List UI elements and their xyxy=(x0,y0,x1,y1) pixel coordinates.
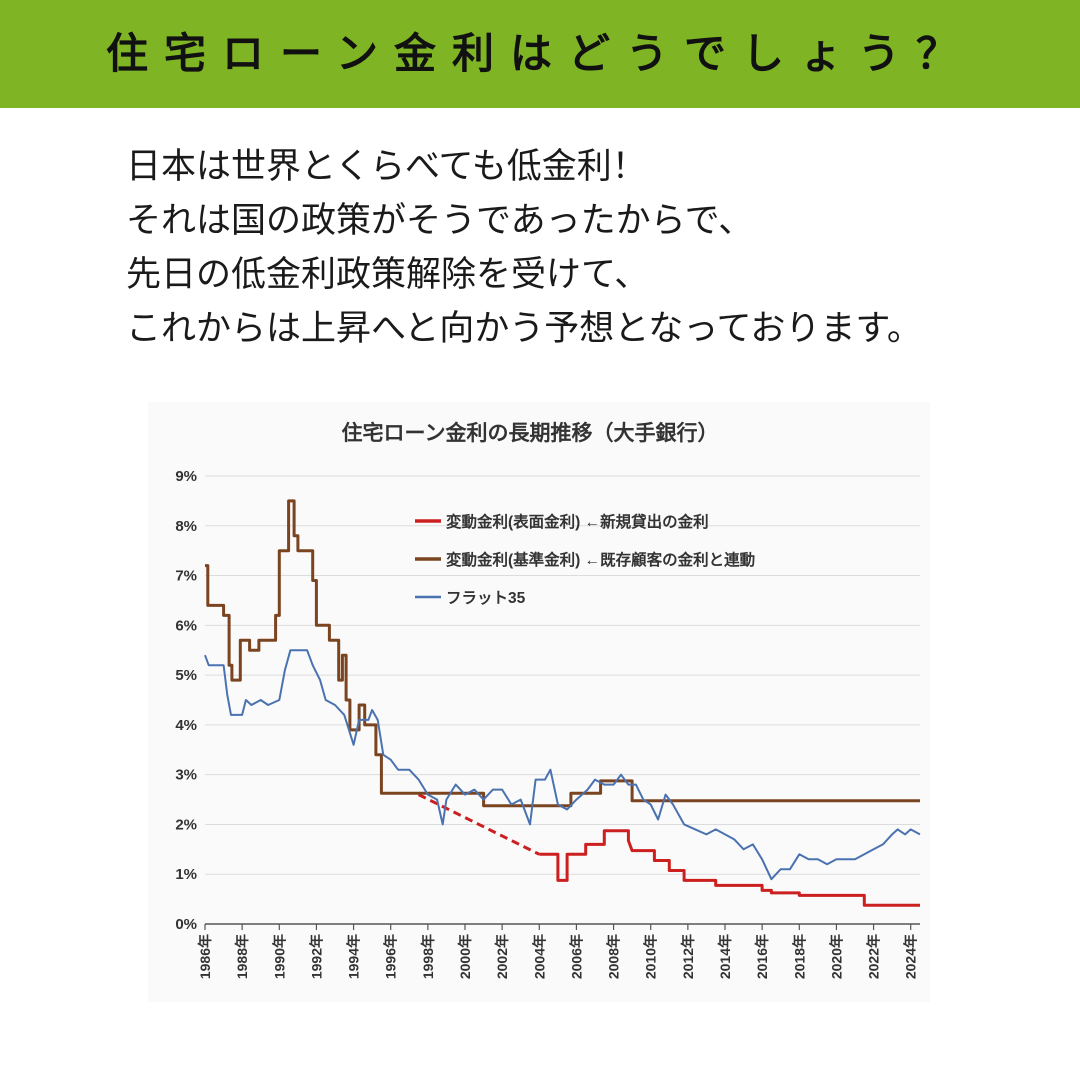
plot-area xyxy=(204,499,921,907)
intro-line: それは国の政策がそうであったからで、 xyxy=(126,201,754,241)
y-tick-label: 2% xyxy=(175,816,197,833)
y-tick-label: 3% xyxy=(175,767,197,784)
x-tick-label: 1990年 xyxy=(271,934,287,979)
y-axis: 0% 1% 2% 3% 4% 5% 6% 7% 8% 9% xyxy=(175,468,197,933)
x-tick-label: 2022年 xyxy=(866,934,882,979)
series-line xyxy=(204,649,921,881)
legend-label: 変動金利(表面金利) ←新規貸出の金利 xyxy=(446,512,709,531)
x-tick-label: 1988年 xyxy=(234,934,250,979)
banner-title: 住宅ローン金利はどうでしょう？ xyxy=(106,29,974,78)
x-tick-label: 2010年 xyxy=(643,934,659,979)
x-tick-label: 2020年 xyxy=(828,934,844,979)
y-tick-label: 5% xyxy=(175,667,197,684)
y-tick-label: 8% xyxy=(175,518,197,535)
y-tick-label: 0% xyxy=(175,916,197,933)
header-banner: 住宅ローン金利はどうでしょう？ xyxy=(0,0,1080,108)
x-tick-label: 1992年 xyxy=(308,934,324,979)
y-tick-label: 6% xyxy=(175,617,197,634)
intro-line: これからは上昇へと向かう予想となっております。 xyxy=(126,309,922,349)
chart-title: 住宅ローン金利の長期推移（大手銀行） xyxy=(342,421,719,445)
rate-chart: 住宅ローン金利の長期推移（大手銀行） 0%1%2%3%4%5%6%7%8%9% … xyxy=(175,421,921,979)
legend-label: 変動金利(基準金利) ←既存顧客の金利と連動 xyxy=(446,550,755,569)
y-tick-label: 9% xyxy=(175,468,197,485)
series-line xyxy=(205,499,920,808)
x-tick-label: 1996年 xyxy=(383,934,399,979)
x-tick-label: 1994年 xyxy=(346,934,362,979)
chart-grid xyxy=(205,475,920,875)
x-tick-label: 2012年 xyxy=(680,934,696,979)
x-axis: 1986年 1988年 1990年 1992年 1994年 1996年 1998年 2000年… xyxy=(197,923,920,979)
x-tick-label: 2008年 xyxy=(606,934,622,979)
x-tick-label: 2018年 xyxy=(791,934,807,979)
x-tick-label: 2000年 xyxy=(457,934,473,979)
intro-line: 先日の低金利政策解除を受けて、 xyxy=(126,255,650,295)
series-line xyxy=(539,829,920,907)
legend-label: フラット35 xyxy=(446,590,526,607)
x-tick-label: 2004年 xyxy=(531,934,547,979)
x-tick-label: 2014年 xyxy=(717,934,733,979)
intro-line: 日本は世界とくらべても低金利！ xyxy=(126,147,647,187)
x-tick-label: 2006年 xyxy=(568,934,584,979)
chart-panel: 住宅ローン金利の長期推移（大手銀行） 0% 1% 2% 3% 4% 5% 6% 7% 8% 9% … xyxy=(148,402,930,1002)
x-tick-label: 1998年 xyxy=(420,934,436,979)
x-tick-label: 2016年 xyxy=(754,934,770,979)
y-tick-label: 1% xyxy=(175,866,197,883)
series-line xyxy=(417,793,540,856)
x-tick-label: 1986年 xyxy=(197,934,213,979)
y-tick-label: 7% xyxy=(175,568,197,585)
intro-text: 日本は世界とくらべても低金利！ それは国の政策がそうであったからで、 先日の低金… xyxy=(126,140,1026,356)
x-tick-label: 2024年 xyxy=(903,934,919,979)
y-tick-label: 4% xyxy=(175,717,197,734)
x-tick-label: 2002年 xyxy=(494,934,510,979)
